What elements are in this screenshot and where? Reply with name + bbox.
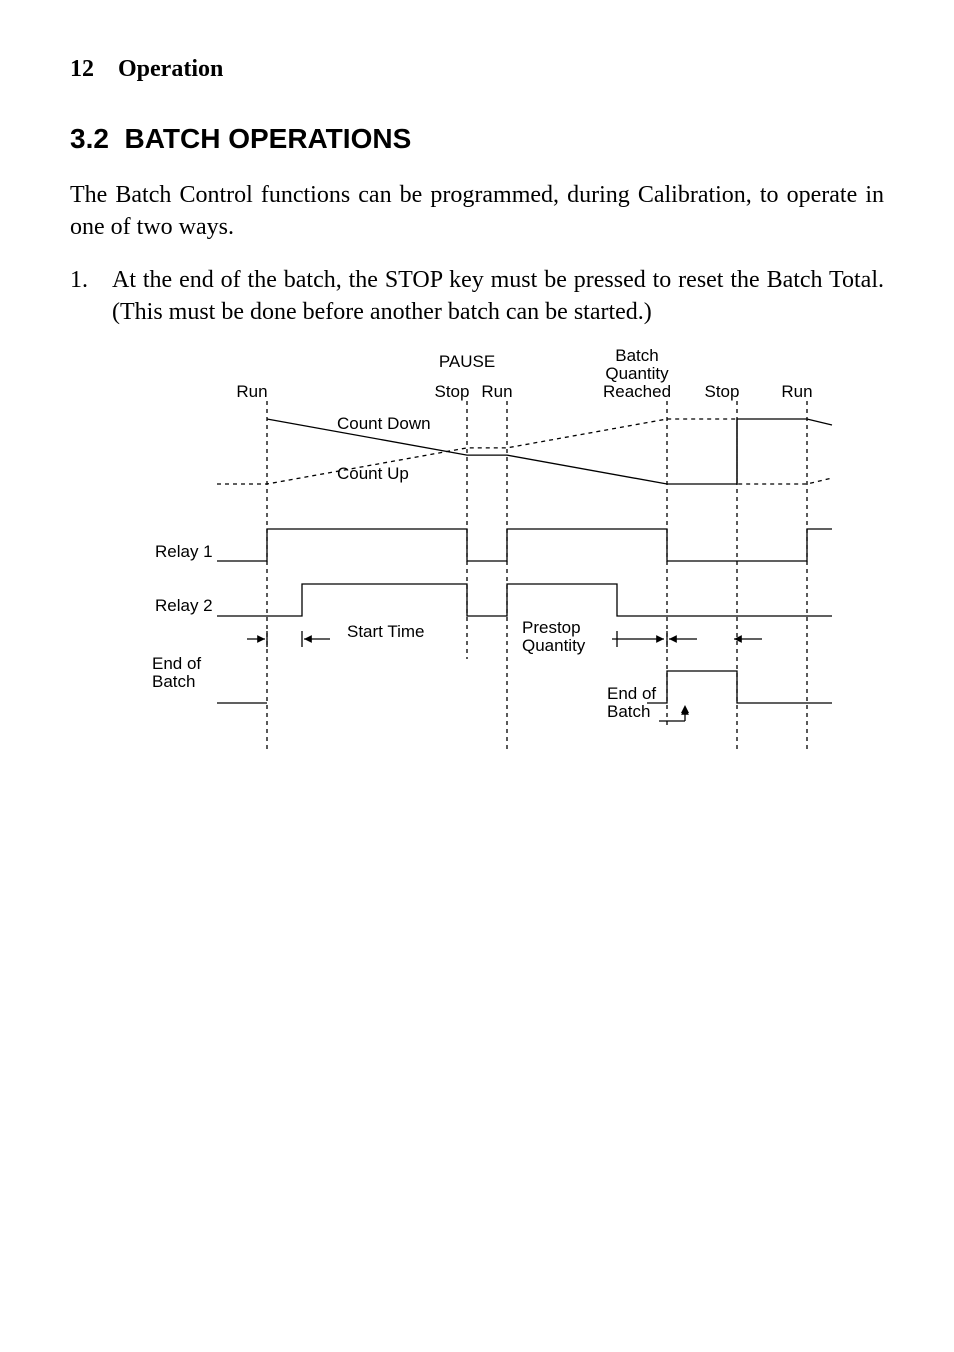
- svg-text:PAUSE: PAUSE: [439, 352, 495, 371]
- section-heading: 3.2 BATCH OPERATIONS: [70, 123, 884, 155]
- page-header: 12 Operation: [70, 56, 884, 83]
- page-number: 12: [70, 56, 94, 82]
- timing-diagram-svg: PAUSEBatchQuantityReachedRunStopRunStopR…: [97, 349, 857, 769]
- svg-text:Batch: Batch: [615, 349, 658, 365]
- svg-text:End of: End of: [152, 654, 201, 673]
- svg-text:Quantity: Quantity: [522, 636, 586, 655]
- svg-text:Run: Run: [236, 382, 267, 401]
- svg-text:Count Up: Count Up: [337, 464, 409, 483]
- list-item-1: 1. At the end of the batch, the STOP key…: [70, 264, 884, 329]
- timing-diagram: PAUSEBatchQuantityReachedRunStopRunStopR…: [70, 349, 884, 769]
- svg-text:Batch: Batch: [607, 702, 650, 721]
- section-title: BATCH OPERATIONS: [125, 123, 412, 154]
- list-text-1: At the end of the batch, the STOP key mu…: [112, 264, 884, 329]
- svg-text:Relay 2: Relay 2: [155, 596, 213, 615]
- svg-text:Run: Run: [481, 382, 512, 401]
- svg-text:Batch: Batch: [152, 672, 195, 691]
- svg-text:Stop: Stop: [435, 382, 470, 401]
- svg-text:Quantity: Quantity: [605, 364, 669, 383]
- intro-paragraph: The Batch Control functions can be progr…: [70, 179, 884, 244]
- svg-text:Stop: Stop: [705, 382, 740, 401]
- svg-text:Run: Run: [781, 382, 812, 401]
- svg-text:Reached: Reached: [603, 382, 671, 401]
- svg-text:Relay 1: Relay 1: [155, 542, 213, 561]
- list-num-1: 1.: [70, 264, 112, 329]
- svg-text:Prestop: Prestop: [522, 618, 581, 637]
- svg-text:Count Down: Count Down: [337, 414, 431, 433]
- section-number: 3.2: [70, 123, 109, 154]
- chapter-title: Operation: [118, 56, 223, 82]
- svg-text:Start Time: Start Time: [347, 622, 424, 641]
- svg-text:End of: End of: [607, 684, 656, 703]
